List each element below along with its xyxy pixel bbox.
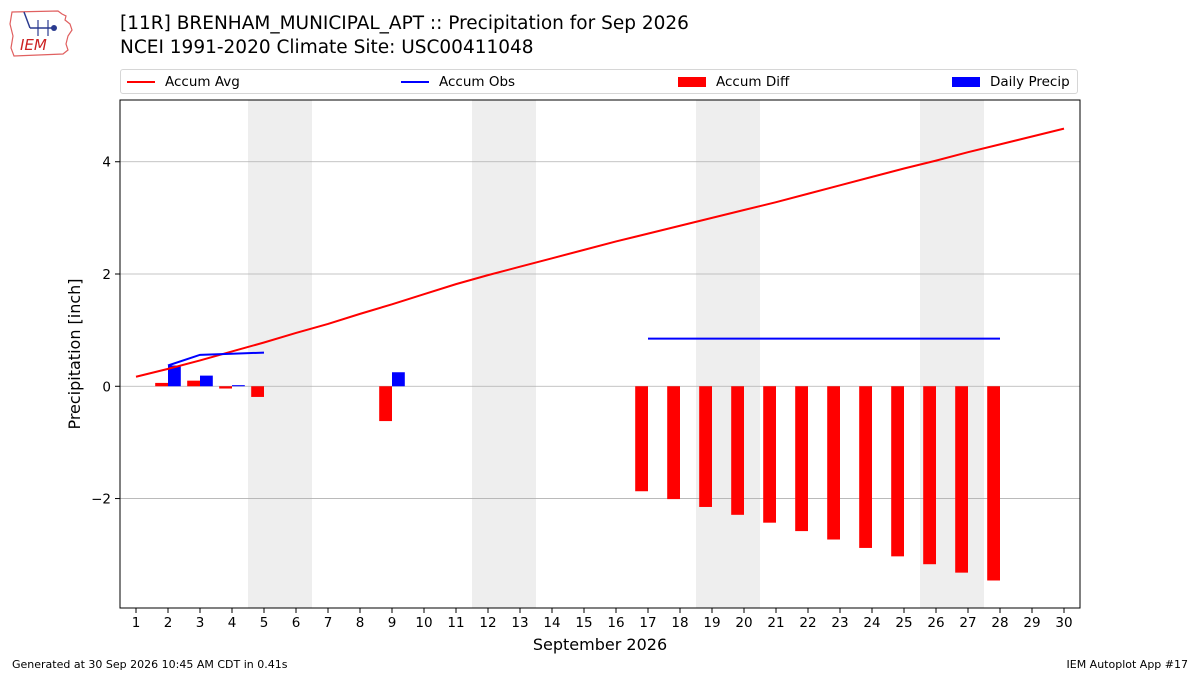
x-tick-label: 2 [164,615,173,631]
x-tick-label: 15 [575,615,592,631]
x-tick-label: 22 [799,615,816,631]
y-tick-label: −2 [91,492,111,508]
x-tick-label: 14 [543,615,560,631]
x-tick-label: 4 [228,615,237,631]
x-tick-label: 1 [132,615,141,631]
legend-swatch-accum-avg [127,81,155,83]
footer-generated: Generated at 30 Sep 2026 10:45 AM CDT in… [12,658,288,671]
title-line-1: [11R] BRENHAM_MUNICIPAL_APT :: Precipita… [120,13,689,34]
x-tick-label: 23 [831,615,848,631]
daily-precip-bar [200,375,213,387]
accum-diff-bar [155,382,168,387]
accum-diff-bar [635,386,648,492]
accum-diff-bar [955,386,968,573]
legend-swatch-accum-diff [678,77,706,87]
legend-label-accum-diff: Accum Diff [716,74,790,90]
accum-diff-bar [859,386,872,548]
accum-diff-bar [763,386,776,523]
legend-item-daily-precip: Daily Precip [952,74,1070,90]
accum-diff-bar [891,386,904,557]
x-tick-label: 20 [735,615,752,631]
title-line-2: NCEI 1991-2020 Climate Site: USC00411048 [120,37,534,58]
legend-swatch-accum-obs [401,81,429,83]
accum-diff-bar [251,386,264,397]
x-tick-label: 28 [991,615,1008,631]
iem-iowa-logo-icon: IEM [9,10,73,57]
accum-diff-bar [219,386,232,389]
footer-app: IEM Autoplot App #17 [1066,658,1189,671]
x-tick-label: 17 [639,615,656,631]
x-tick-label: 5 [260,615,269,631]
legend-label-accum-avg: Accum Avg [165,74,240,90]
x-tick-label: 18 [671,615,688,631]
weekend-band [728,100,760,608]
y-tick-label: 4 [102,155,111,171]
daily-precip-bar [232,385,245,387]
x-tick-label: 9 [388,615,397,631]
x-tick-label: 29 [1023,615,1040,631]
weekend-band [280,100,312,608]
accum-diff-bar [699,386,712,507]
x-tick-label: 27 [959,615,976,631]
accum-diff-bar [987,386,1000,581]
legend-item-accum-diff: Accum Diff [678,74,789,90]
accum-diff-bar [923,386,936,565]
x-tick-label: 7 [324,615,333,631]
legend-label-daily-precip: Daily Precip [990,74,1070,90]
x-tick-label: 10 [415,615,432,631]
legend-label-accum-obs: Accum Obs [439,74,516,90]
accum-diff-bar [667,386,680,500]
chart-title: [11R] BRENHAM_MUNICIPAL_APT :: Precipita… [120,12,689,60]
weekend-band [504,100,536,608]
x-tick-label: 13 [511,615,528,631]
weekend-band [696,100,728,608]
weekend-band [472,100,504,608]
x-tick-label: 16 [607,615,624,631]
daily-precip-bar [168,365,181,387]
x-tick-label: 25 [895,615,912,631]
accum-diff-bar [379,386,392,422]
logo-text: IEM [20,36,47,54]
x-tick-label: 11 [447,615,464,631]
plot-frame [119,99,1081,609]
accum-diff-bar [827,386,840,540]
x-tick-label: 26 [927,615,944,631]
x-axis-label: September 2026 [533,635,667,654]
x-tick-label: 30 [1055,615,1072,631]
x-tick-label: 12 [479,615,496,631]
x-tick-label: 8 [356,615,365,631]
x-tick-label: 3 [196,615,205,631]
x-tick-label: 6 [292,615,301,631]
accum-obs-line [167,351,265,367]
x-tick-label: 24 [863,615,880,631]
legend-swatch-daily-precip [952,77,980,87]
x-tick-label: 21 [767,615,784,631]
legend-item-accum-avg: Accum Avg [127,74,240,90]
accum-diff-bar [187,380,200,387]
y-tick-label: 2 [102,267,111,283]
accum-avg-line [135,127,1065,378]
x-tick-label: 19 [703,615,720,631]
accum-diff-bar [795,386,808,532]
weekend-band [248,100,280,608]
y-tick-label: 0 [102,379,111,395]
legend-item-accum-obs: Accum Obs [401,74,515,90]
y-axis-label: Precipitation [inch] [65,278,84,429]
chart-legend: Accum Avg Accum Obs Accum Diff Daily Pre… [120,69,1078,94]
daily-precip-bar [392,372,405,387]
accum-diff-bar [731,386,744,515]
